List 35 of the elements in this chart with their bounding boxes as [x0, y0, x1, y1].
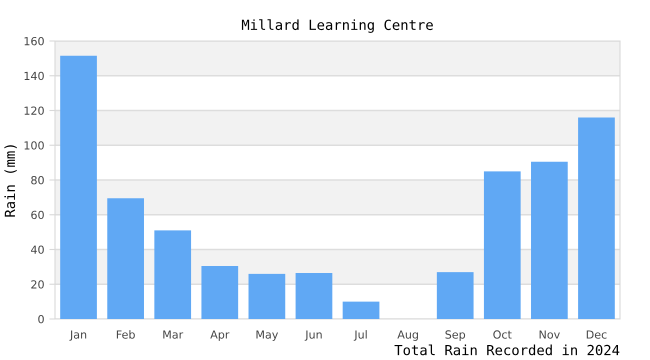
y-tick-label: 100 [24, 141, 44, 150]
y-axis-title: Rain (mm) [4, 145, 17, 217]
x-axis-title: Total Rain Recorded in 2024 [394, 344, 620, 356]
x-tick-label: Dec [586, 330, 607, 339]
bar [296, 272, 332, 319]
bar [154, 230, 192, 319]
bar [60, 56, 97, 319]
x-tick-label: Feb [116, 330, 135, 339]
x-tick-label: Nov [540, 330, 560, 339]
y-tick-label: 0 [38, 314, 44, 324]
y-tick-label: 160 [24, 36, 44, 46]
chart-title: Millard Learning Centre [242, 19, 433, 33]
x-tick-label: Oct [493, 330, 512, 339]
bar [342, 302, 380, 319]
y-tick-label: 140 [24, 72, 44, 80]
bar [107, 198, 144, 319]
bar [201, 266, 238, 319]
x-tick-label: Jul [354, 330, 367, 341]
x-tick-label: Aug [397, 330, 418, 341]
x-tick-label: Apr [210, 330, 230, 341]
bar [578, 117, 615, 319]
x-tick-label: Mar [163, 330, 184, 339]
bar [248, 274, 286, 319]
y-tick-label: 120 [24, 106, 44, 115]
y-tick-label: 60 [31, 210, 44, 220]
bar [436, 272, 474, 319]
y-tick-label: 40 [30, 245, 44, 254]
bar [484, 171, 521, 319]
x-tick-label: May [256, 330, 278, 341]
y-tick-label: 20 [31, 280, 44, 289]
bar [531, 162, 568, 319]
x-tick-label: Jan [69, 330, 86, 341]
y-tick-label: 80 [31, 176, 44, 184]
x-tick-label: Sep [445, 330, 466, 341]
x-tick-label: Jun [304, 330, 322, 341]
